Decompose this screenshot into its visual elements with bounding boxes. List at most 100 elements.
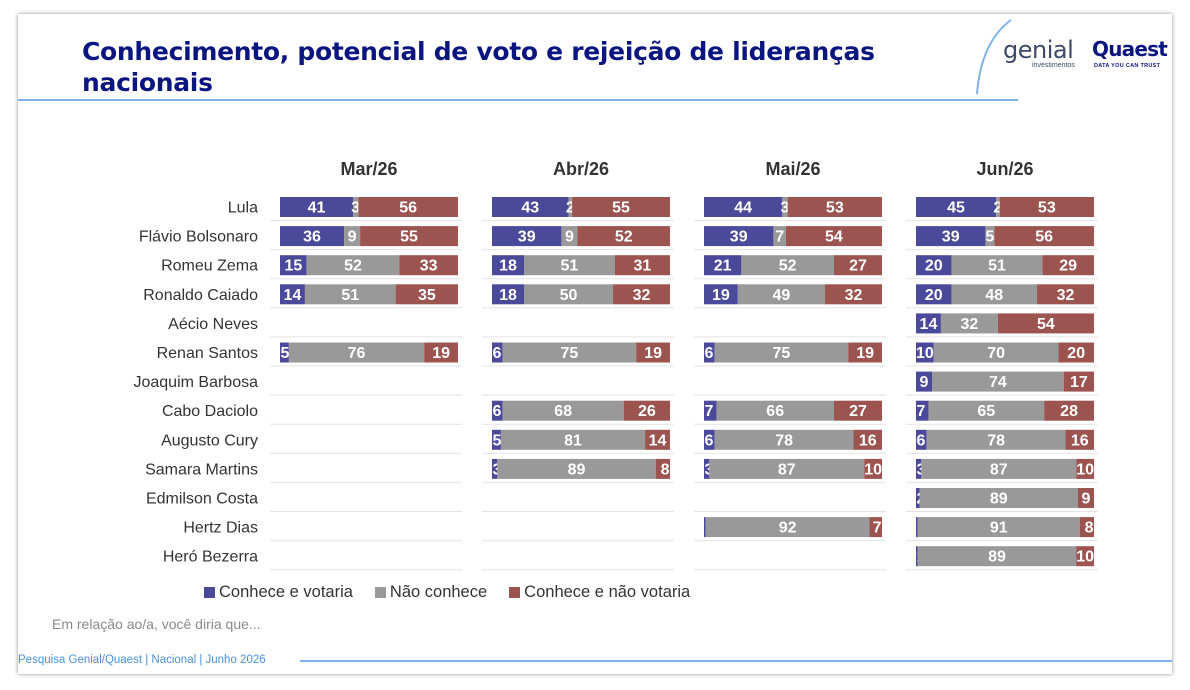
- bar-segment-flavio-bolsonaro-mar-26-1: [344, 226, 361, 247]
- bar-segment-renan-santos-abr-26-2: [636, 342, 670, 363]
- data-label: 43: [521, 200, 539, 217]
- bar-segment-lula-mai-26-0: [704, 197, 783, 217]
- data-label: 87: [990, 461, 1008, 478]
- row-label-hertz-dias: Hertz Dias: [183, 520, 258, 537]
- bar-segment-augusto-cury-mai-26-0: [704, 429, 715, 450]
- data-label: 52: [615, 229, 633, 246]
- data-label: 41: [308, 200, 326, 217]
- data-label: 9: [565, 229, 574, 246]
- bar-segment-flavio-bolsonaro-abr-26-2: [577, 226, 670, 247]
- data-label: 89: [990, 491, 1008, 508]
- legend-swatch-votaria: [204, 587, 215, 598]
- data-label: 19: [856, 345, 874, 362]
- data-label: 29: [1059, 258, 1077, 275]
- bar-segment-ronaldo-caiado-jun-26-2: [1037, 284, 1094, 305]
- data-label: 14: [284, 287, 302, 304]
- bar-segment-ronaldo-caiado-jun-26-1: [951, 284, 1038, 305]
- data-label: 6: [917, 432, 926, 449]
- data-label: 78: [775, 432, 793, 449]
- data-label: 26: [638, 403, 656, 420]
- bar-segment-renan-santos-mai-26-1: [714, 342, 849, 363]
- panel-title-mar-26: Mar/26: [340, 159, 397, 179]
- bar-segment-augusto-cury-mai-26-2: [853, 429, 882, 450]
- bar-segment-joaquim-barbosa-jun-26-2: [1063, 371, 1094, 392]
- data-label: 39: [518, 229, 536, 246]
- data-label: 19: [432, 345, 450, 362]
- bar-segment-flavio-bolsonaro-jun-26-2: [994, 226, 1094, 247]
- bar-segment-samara-martins-jun-26-0: [916, 458, 922, 479]
- bar-segment-lula-mai-26-1: [782, 197, 788, 217]
- row-label-flavio-bolsonaro: Flávio Bolsonaro: [139, 229, 258, 246]
- bar-segment-renan-santos-abr-26-0: [492, 342, 503, 363]
- data-label: 39: [730, 229, 748, 246]
- bar-segment-edmilson-costa-jun-26-2: [1077, 488, 1094, 508]
- page-title: Conhecimento, potencial de voto e rejeiç…: [82, 37, 875, 97]
- data-label: 52: [344, 258, 362, 275]
- bar-segment-lula-mar-26-2: [358, 197, 458, 217]
- data-label: 18: [499, 287, 517, 304]
- row-label-aecio-neves: Aécio Neves: [168, 316, 258, 333]
- bar-segment-edmilson-costa-jun-26-0: [916, 488, 920, 508]
- bar-segment-romeu-zema-jun-26-2: [1042, 255, 1094, 276]
- bar-segment-lula-jun-26-1: [996, 197, 1000, 217]
- title-divider: [18, 99, 1018, 101]
- data-label: 6: [705, 345, 714, 362]
- bar-segment-samara-martins-abr-26-1: [497, 458, 656, 479]
- bar-segment-augusto-cury-abr-26-0: [492, 429, 501, 450]
- bar-segment-romeu-zema-mai-26-1: [741, 255, 834, 276]
- legend-item-nao-conhece: Não conhece: [374, 583, 487, 602]
- row-label-joaquim-barbosa: Joaquim Barbosa: [133, 374, 258, 391]
- data-label: 18: [499, 258, 517, 275]
- bar-segment-flavio-bolsonaro-mar-26-0: [280, 226, 345, 247]
- bar-segment-ronaldo-caiado-abr-26-2: [613, 284, 670, 305]
- data-label: 20: [925, 287, 943, 304]
- bar-segment-romeu-zema-mai-26-2: [833, 255, 882, 276]
- data-label: 9: [920, 374, 929, 391]
- data-label: 39: [942, 229, 960, 246]
- question-footnote: Em relação ao/a, você diria que...: [52, 616, 261, 632]
- bar-segment-romeu-zema-jun-26-1: [951, 255, 1043, 276]
- data-label: 44: [734, 200, 752, 217]
- data-label: 27: [849, 258, 867, 275]
- data-label: 78: [987, 432, 1005, 449]
- bar-segment-romeu-zema-abr-26-2: [614, 255, 670, 276]
- bar-segment-romeu-zema-abr-26-1: [524, 255, 615, 276]
- legend-item-votaria: Conhece e votaria: [204, 583, 353, 602]
- data-label: 65: [977, 403, 995, 420]
- bar-segment-romeu-zema-jun-26-0: [916, 255, 952, 276]
- data-label: 3: [705, 461, 714, 478]
- bar-segment-lula-abr-26-1: [568, 197, 573, 217]
- panel-title-abr-26: Abr/26: [553, 159, 609, 179]
- bar-segment-samara-martins-jun-26-2: [1076, 458, 1094, 479]
- data-label: 51: [988, 258, 1006, 275]
- data-label: 91: [990, 520, 1008, 537]
- data-label: 8: [661, 461, 670, 478]
- row-label-edmilson-costa: Edmilson Costa: [146, 491, 258, 508]
- data-label: 32: [961, 316, 979, 333]
- bar-segment-augusto-cury-jun-26-0: [916, 429, 927, 450]
- legend-item-nao-votaria: Conhece e não votaria: [509, 583, 690, 602]
- data-label: 5: [281, 345, 290, 362]
- slide: Conhecimento, potencial de voto e rejeiç…: [18, 14, 1172, 674]
- data-label: 52: [779, 258, 797, 275]
- bar-segment-augusto-cury-jun-26-1: [926, 429, 1066, 450]
- data-label: 53: [826, 200, 844, 217]
- data-label: 5: [493, 432, 502, 449]
- data-label: 3: [493, 461, 502, 478]
- data-label: 75: [773, 345, 791, 362]
- bar-segment-augusto-cury-jun-26-2: [1065, 429, 1094, 450]
- data-label: 48: [985, 287, 1003, 304]
- bar-segment-samara-martins-abr-26-2: [655, 458, 670, 479]
- bar-segment-joaquim-barbosa-jun-26-1: [932, 371, 1064, 392]
- bar-segment-flavio-bolsonaro-mai-26-1: [773, 226, 786, 247]
- bar-segment-samara-martins-jun-26-1: [921, 458, 1077, 479]
- bar-segment-hertz-dias-mai-26-0: [704, 517, 706, 538]
- data-label: 3: [781, 200, 790, 217]
- bar-segment-hertz-dias-jun-26-0: [916, 517, 918, 538]
- data-label: 33: [420, 258, 438, 275]
- bar-segment-lula-abr-26-0: [492, 197, 569, 217]
- bar-segment-flavio-bolsonaro-jun-26-0: [916, 226, 986, 247]
- legend-swatch-nao-conhece: [374, 587, 386, 598]
- row-label-cabo-daciolo: Cabo Daciolo: [162, 403, 258, 420]
- bar-segment-flavio-bolsonaro-jun-26-1: [985, 226, 995, 247]
